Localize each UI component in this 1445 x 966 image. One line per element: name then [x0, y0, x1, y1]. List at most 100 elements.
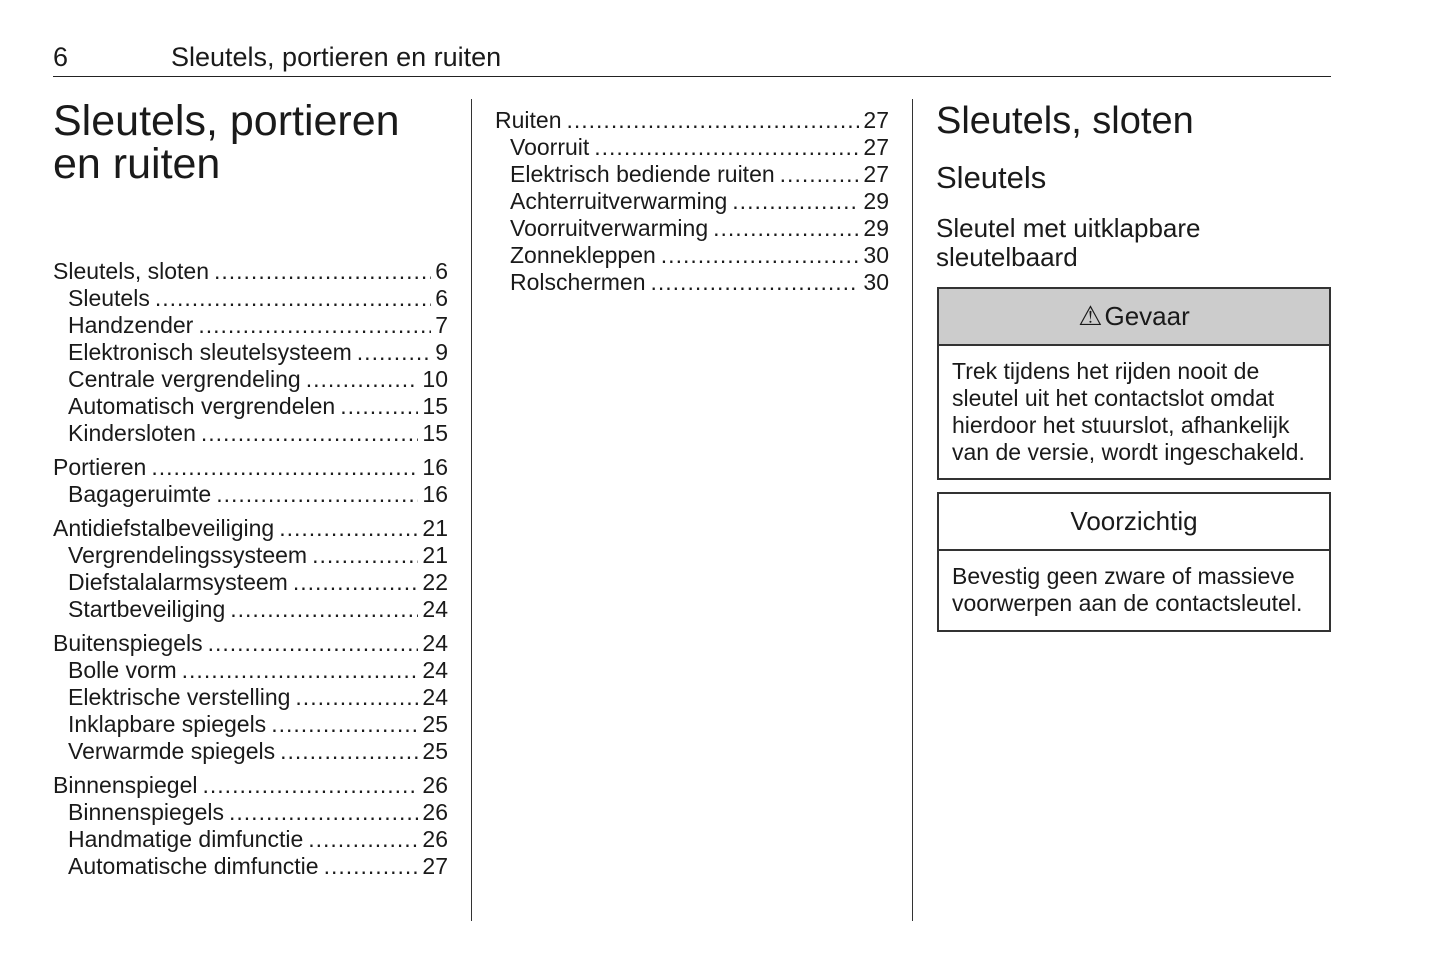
- toc-entry[interactable]: Binnenspiegels 26: [53, 799, 448, 826]
- toc-leader-dots: [279, 515, 418, 542]
- toc-entry-page: 22: [422, 569, 448, 595]
- toc-entry[interactable]: Inklapbare spiegels 25: [53, 711, 448, 738]
- toc-entry[interactable]: Achterruitverwarming 29: [495, 188, 889, 215]
- toc-entry-label: Portieren: [53, 454, 147, 480]
- toc-entry-label: Sleutels, sloten: [53, 258, 209, 284]
- toc-leader-dots: [651, 269, 860, 296]
- toc-entry-page: 15: [422, 420, 448, 446]
- toc-leader-dots: [203, 772, 419, 799]
- toc-entry[interactable]: Sleutels, sloten 6: [53, 258, 448, 285]
- toc-entry-page: 29: [863, 215, 889, 241]
- toc-leader-dots: [198, 312, 431, 339]
- toc-entry-page: 6: [435, 258, 448, 284]
- toc-entry-page: 27: [422, 853, 448, 879]
- running-title: Sleutels, portieren en ruiten: [171, 42, 502, 72]
- section-heading: Sleutels, sloten: [936, 100, 1194, 142]
- toc-entry-page: 25: [422, 711, 448, 737]
- toc-leader-dots: [280, 738, 418, 765]
- toc-entry[interactable]: Vergrendelingssysteem 21: [53, 542, 448, 569]
- toc-leader-dots: [208, 630, 419, 657]
- caution-title: Voorzichtig: [1070, 506, 1198, 536]
- toc-entry-page: 24: [422, 684, 448, 710]
- toc-entry[interactable]: Bolle vorm 24: [53, 657, 448, 684]
- toc-entry[interactable]: Ruiten 27: [495, 107, 889, 134]
- toc-entry-label: Handzender: [68, 312, 194, 338]
- toc-entry-page: 27: [863, 161, 889, 187]
- toc-leader-dots: [780, 161, 860, 188]
- toc-entry[interactable]: Portieren 16: [53, 454, 448, 481]
- column-divider: [471, 99, 472, 921]
- toc-entry[interactable]: Handzender 7: [53, 312, 448, 339]
- toc-entry-page: 6: [435, 285, 448, 311]
- toc-leader-dots: [324, 853, 419, 880]
- toc-entry[interactable]: Handmatige dimfunctie 26: [53, 826, 448, 853]
- toc-entry-page: 16: [422, 454, 448, 480]
- toc-entry[interactable]: Rolschermen 30: [495, 269, 889, 296]
- toc-entry-page: 26: [422, 799, 448, 825]
- toc-entry[interactable]: Centrale vergrendeling 10: [53, 366, 448, 393]
- toc-entry[interactable]: Bagageruimte 16: [53, 481, 448, 508]
- toc-entry-label: Vergrendelingssysteem: [68, 542, 308, 568]
- toc-entry-page: 29: [863, 188, 889, 214]
- toc-entry-label: Kindersloten: [68, 420, 196, 446]
- toc-entry-page: 26: [422, 772, 448, 798]
- toc-leader-dots: [216, 481, 418, 508]
- toc-entry[interactable]: Voorruitverwarming 29: [495, 215, 889, 242]
- toc-entry-label: Elektrische verstelling: [68, 684, 291, 710]
- toc-leader-dots: [594, 134, 859, 161]
- toc-entry[interactable]: Zonnekleppen 30: [495, 242, 889, 269]
- toc-entry-page: 10: [422, 366, 448, 392]
- toc-entry-page: 24: [422, 657, 448, 683]
- toc-entry[interactable]: Kindersloten 15: [53, 420, 448, 447]
- toc-entry-label: Sleutels: [68, 285, 150, 311]
- toc-entry[interactable]: Binnenspiegel 26: [53, 772, 448, 799]
- toc-entry[interactable]: Sleutels 6: [53, 285, 448, 312]
- toc-entry-page: 30: [863, 242, 889, 268]
- toc-leader-dots: [312, 542, 418, 569]
- caution-box: Voorzichtig Bevestig geen zware of massi…: [937, 492, 1331, 632]
- toc-entry[interactable]: Elektronisch sleutelsysteem 9: [53, 339, 448, 366]
- toc-leader-dots: [155, 285, 431, 312]
- toc-left: Sleutels, sloten6Sleutels6Handzender7Ele…: [53, 258, 448, 880]
- danger-box: ⚠︎ Gevaar Trek tijdens het rijden nooit …: [937, 287, 1331, 480]
- toc-leader-dots: [229, 799, 418, 826]
- toc-entry-label: Zonnekleppen: [510, 242, 656, 268]
- toc-entry-page: 24: [422, 596, 448, 622]
- toc-leader-dots: [713, 215, 859, 242]
- chapter-title: Sleutels, portieren en ruiten: [53, 97, 400, 188]
- toc-entry[interactable]: Antidiefstalbeveiliging 21: [53, 515, 448, 542]
- toc-leader-dots: [201, 420, 419, 447]
- toc-entry-page: 15: [422, 393, 448, 419]
- column-divider: [912, 99, 913, 921]
- running-header: 6 Sleutels, portieren en ruiten: [53, 42, 1331, 77]
- toc-entry-label: Bolle vorm: [68, 657, 177, 683]
- toc-entry[interactable]: Verwarmde spiegels 25: [53, 738, 448, 765]
- toc-entry[interactable]: Diefstalalarmsysteem 22: [53, 569, 448, 596]
- toc-entry[interactable]: Elektrische verstelling 24: [53, 684, 448, 711]
- toc-entry[interactable]: Automatische dimfunctie 27: [53, 853, 448, 880]
- toc-entry[interactable]: Voorruit 27: [495, 134, 889, 161]
- toc-entry-page: 16: [422, 481, 448, 507]
- toc-entry-label: Binnenspiegel: [53, 772, 198, 798]
- toc-entry-page: 9: [435, 339, 448, 365]
- toc-entry[interactable]: Startbeveiliging 24: [53, 596, 448, 623]
- toc-entry[interactable]: Elektrisch bediende ruiten 27: [495, 161, 889, 188]
- danger-text: Trek tijdens het rijden nooit de sleutel…: [952, 358, 1305, 465]
- toc-leader-dots: [271, 711, 418, 738]
- toc-leader-dots: [306, 366, 419, 393]
- toc-leader-dots: [661, 242, 860, 269]
- toc-entry-page: 21: [422, 542, 448, 568]
- toc-entry-label: Handmatige dimfunctie: [68, 826, 304, 852]
- page-number: 6: [53, 42, 69, 72]
- toc-entry-label: Voorruit: [510, 134, 590, 160]
- toc-leader-dots: [214, 258, 431, 285]
- toc-leader-dots: [340, 393, 418, 420]
- subsubsection-heading: Sleutel met uitklapbare sleutelbaard: [936, 213, 1201, 272]
- toc-entry-label: Bagageruimte: [68, 481, 212, 507]
- toc-entry[interactable]: Buitenspiegels 24: [53, 630, 448, 657]
- toc-entry-page: 27: [863, 134, 889, 160]
- toc-entry[interactable]: Automatisch vergrendelen 15: [53, 393, 448, 420]
- toc-entry-label: Elektronisch sleutelsysteem: [68, 339, 352, 365]
- warning-triangle-icon: ⚠︎: [1078, 301, 1103, 331]
